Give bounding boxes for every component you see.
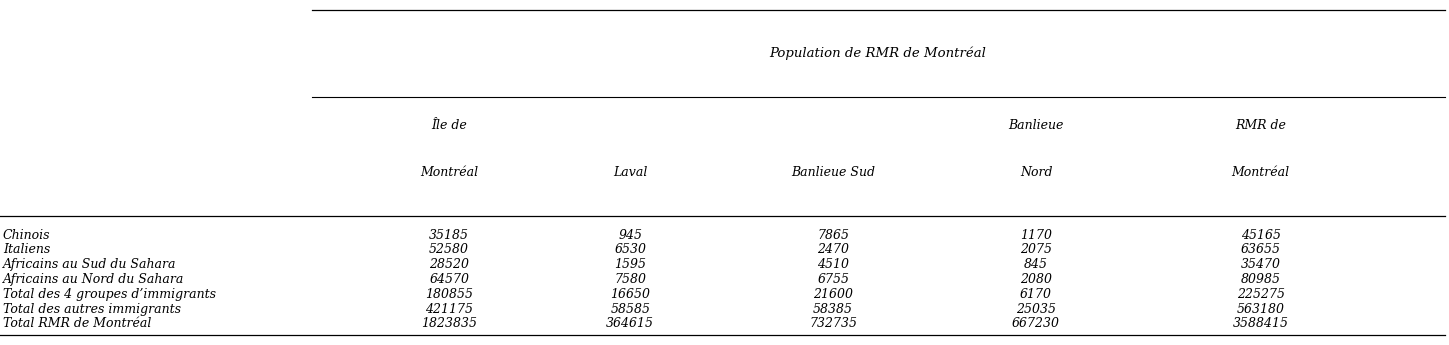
Text: 945: 945 [619, 229, 642, 242]
Text: 6530: 6530 [614, 243, 646, 256]
Text: 2075: 2075 [1020, 243, 1052, 256]
Text: 64570: 64570 [429, 273, 469, 286]
Text: 80985: 80985 [1240, 273, 1281, 286]
Text: Banlieue Sud: Banlieue Sud [791, 166, 875, 179]
Text: 21600: 21600 [813, 288, 853, 301]
Text: 732735: 732735 [809, 317, 858, 330]
Text: 7865: 7865 [817, 229, 849, 242]
Text: Montréal: Montréal [420, 166, 478, 179]
Text: 63655: 63655 [1240, 243, 1281, 256]
Text: 52580: 52580 [429, 243, 469, 256]
Text: Banlieue: Banlieue [1009, 119, 1064, 132]
Text: 16650: 16650 [610, 288, 651, 301]
Text: Nord: Nord [1020, 166, 1052, 179]
Text: 2080: 2080 [1020, 273, 1052, 286]
Text: Total des 4 groupes d’immigrants: Total des 4 groupes d’immigrants [3, 288, 216, 301]
Text: 225275: 225275 [1236, 288, 1285, 301]
Text: 563180: 563180 [1236, 303, 1285, 316]
Text: 4510: 4510 [817, 258, 849, 271]
Text: 364615: 364615 [606, 317, 655, 330]
Text: 6755: 6755 [817, 273, 849, 286]
Text: 25035: 25035 [1016, 303, 1056, 316]
Text: 1823835: 1823835 [422, 317, 477, 330]
Text: 3588415: 3588415 [1233, 317, 1288, 330]
Text: Chinois: Chinois [3, 229, 51, 242]
Text: 1595: 1595 [614, 258, 646, 271]
Text: 58385: 58385 [813, 303, 853, 316]
Text: Population de RMR de Montréal: Population de RMR de Montréal [769, 47, 987, 60]
Text: Total des autres immigrants: Total des autres immigrants [3, 303, 181, 316]
Text: Montréal: Montréal [1232, 166, 1290, 179]
Text: 28520: 28520 [429, 258, 469, 271]
Text: 1170: 1170 [1020, 229, 1052, 242]
Text: Africains au Nord du Sahara: Africains au Nord du Sahara [3, 273, 184, 286]
Text: 421175: 421175 [425, 303, 474, 316]
Text: 58585: 58585 [610, 303, 651, 316]
Text: 2470: 2470 [817, 243, 849, 256]
Text: 7580: 7580 [614, 273, 646, 286]
Text: 35470: 35470 [1240, 258, 1281, 271]
Text: Laval: Laval [613, 166, 648, 179]
Text: 45165: 45165 [1240, 229, 1281, 242]
Text: 6170: 6170 [1020, 288, 1052, 301]
Text: 667230: 667230 [1011, 317, 1061, 330]
Text: 35185: 35185 [429, 229, 469, 242]
Text: Italiens: Italiens [3, 243, 51, 256]
Text: Total RMR de Montréal: Total RMR de Montréal [3, 317, 151, 330]
Text: Île de: Île de [432, 119, 467, 132]
Text: 180855: 180855 [425, 288, 474, 301]
Text: RMR de: RMR de [1235, 119, 1287, 132]
Text: Africains au Sud du Sahara: Africains au Sud du Sahara [3, 258, 177, 271]
Text: 845: 845 [1024, 258, 1048, 271]
